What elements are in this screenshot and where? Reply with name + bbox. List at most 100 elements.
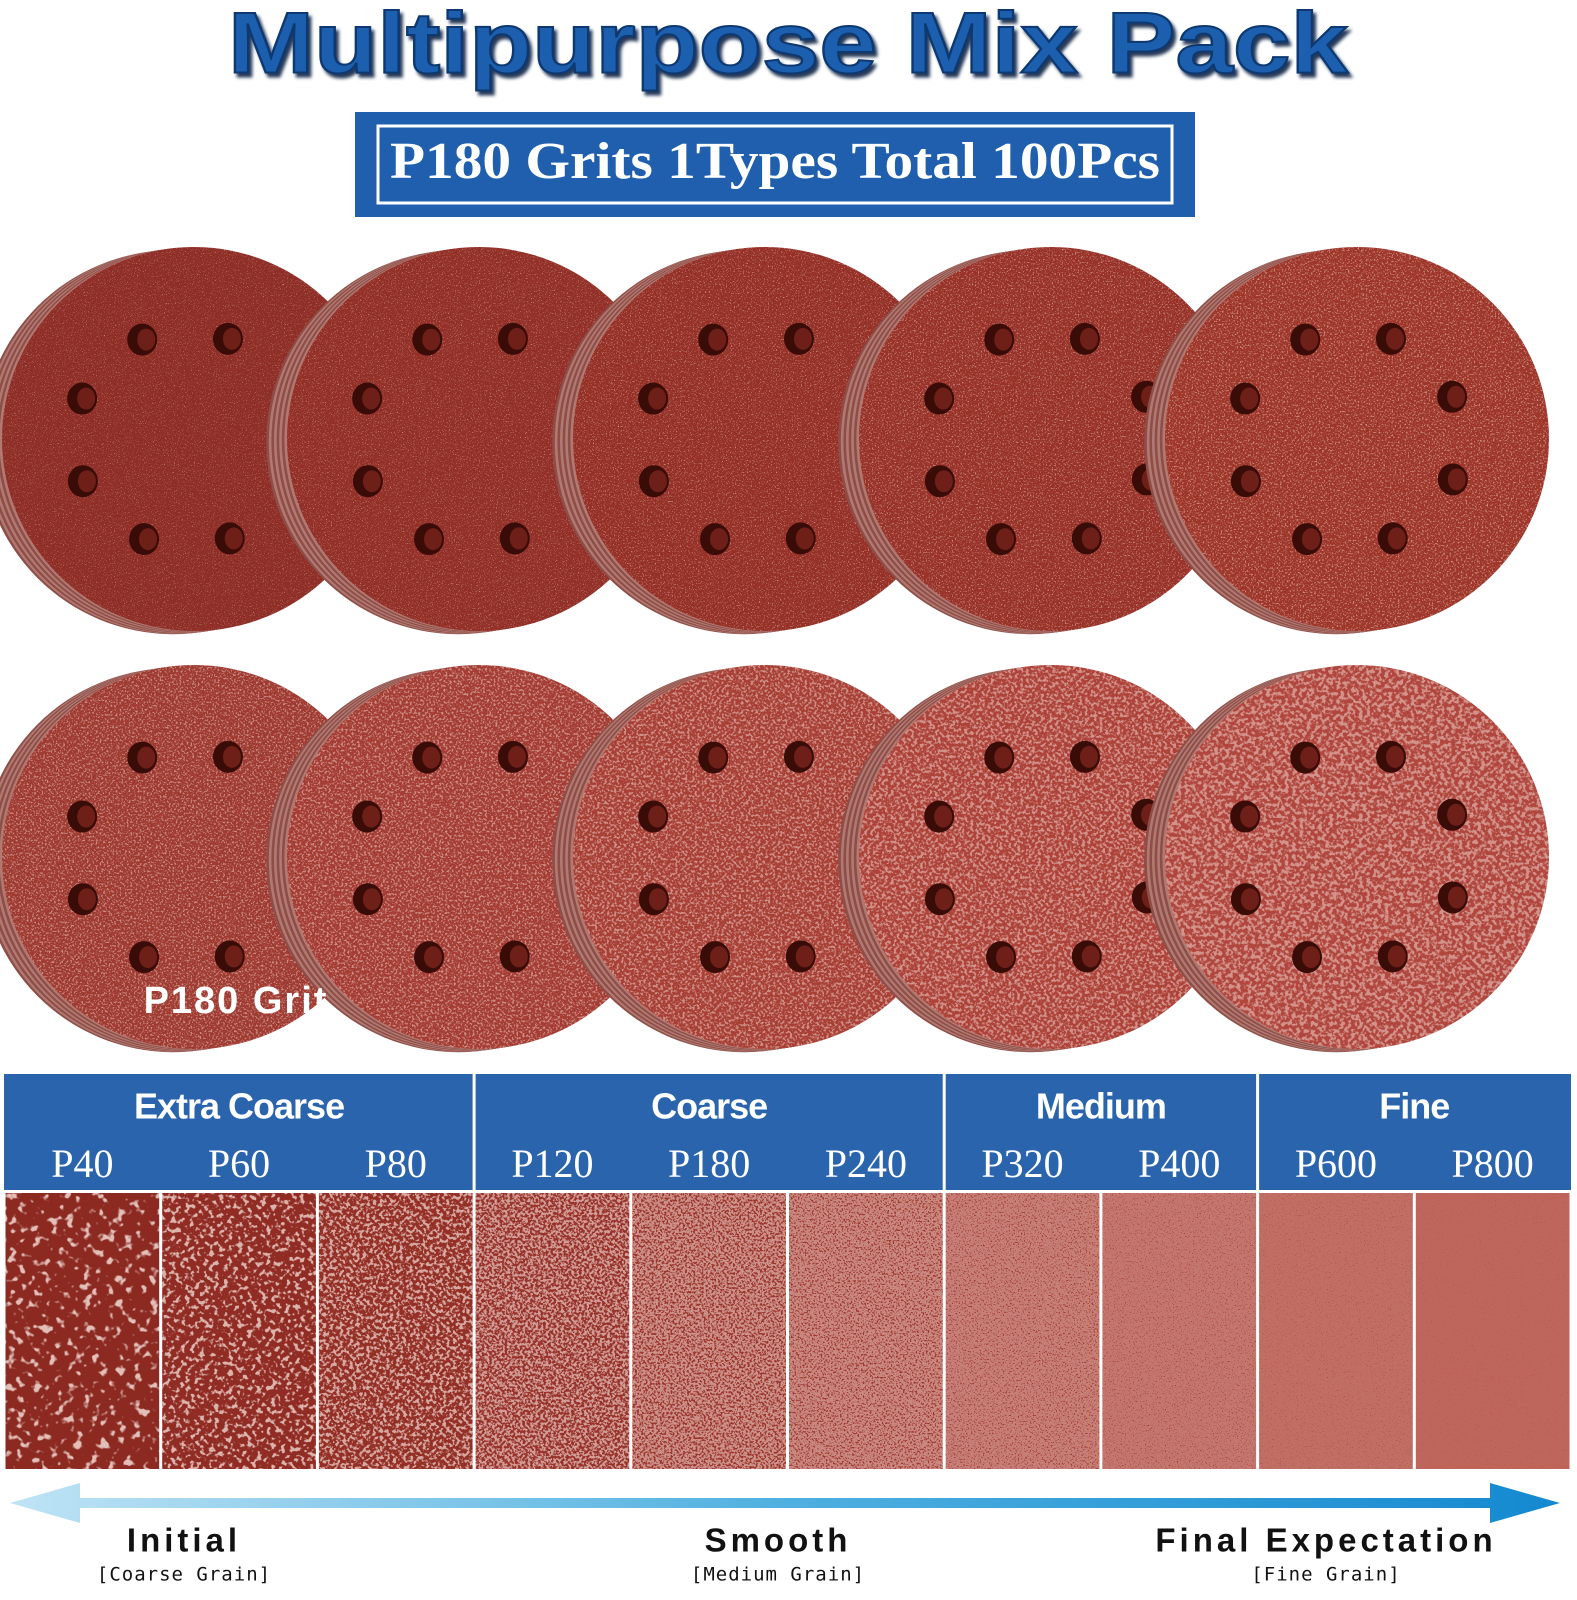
grit-label: P120 xyxy=(511,1141,593,1186)
disc-hole-inner xyxy=(77,470,96,493)
disc-grain xyxy=(1165,665,1549,1049)
disc-label: P180 Grit xyxy=(144,980,329,1022)
disc-hole-inner xyxy=(648,888,667,911)
grain-scale: Initial [Coarse Grain] Smooth [Medium Grain… xyxy=(10,1483,1560,1586)
group-name: Medium xyxy=(1036,1086,1166,1127)
disc-hole-inner xyxy=(708,328,727,351)
disc-hole-inner xyxy=(1079,745,1098,768)
group-name: Fine xyxy=(1379,1086,1449,1127)
table-header xyxy=(4,1074,1571,1190)
disc-hole-inner xyxy=(77,805,96,828)
grit-texture xyxy=(789,1193,943,1469)
disc-hole-inner xyxy=(648,805,667,828)
disc-hole-inner xyxy=(994,328,1013,351)
disc-hole-inner xyxy=(710,946,729,969)
disc-hole-inner xyxy=(422,328,441,351)
disc-hole-inner xyxy=(1447,468,1466,491)
disc-hole-inner xyxy=(1302,946,1321,969)
disc-hole-inner xyxy=(422,746,441,769)
grit-label: P240 xyxy=(825,1141,907,1186)
disc-hole-inner xyxy=(362,805,381,828)
title: Multipurpose Mix Pack xyxy=(228,0,1348,92)
disc-hole-inner xyxy=(648,387,667,410)
disc-hole-inner xyxy=(1079,327,1098,350)
disc-hole-inner xyxy=(222,327,241,350)
disc-hole-inner xyxy=(1385,745,1404,768)
disc-hole-inner xyxy=(708,746,727,769)
group-name: Extra Coarse xyxy=(134,1086,344,1127)
disc-hole-inner xyxy=(137,746,156,769)
scale-label: Initial xyxy=(127,1522,241,1559)
disc-hole-inner xyxy=(1447,803,1466,826)
disc-hole-inner xyxy=(1240,805,1259,828)
disc-hole-inner xyxy=(1081,527,1100,550)
scale-label: Smooth xyxy=(705,1522,852,1559)
grit-label: P400 xyxy=(1138,1141,1220,1186)
disc-hole-inner xyxy=(996,946,1015,969)
disc-hole-inner xyxy=(795,527,814,550)
disc-hole-inner xyxy=(793,745,812,768)
grit-label: P800 xyxy=(1452,1141,1534,1186)
disc-hole-inner xyxy=(1300,328,1319,351)
disc-hole-inner xyxy=(710,528,729,551)
group-name: Coarse xyxy=(651,1086,767,1127)
disc-hole-inner xyxy=(362,387,381,410)
disc-hole-inner xyxy=(424,946,443,969)
disc-hole-inner xyxy=(362,888,381,911)
disc-hole-inner xyxy=(1385,327,1404,350)
disc-hole-inner xyxy=(934,470,953,493)
disc-hole-inner xyxy=(1387,945,1406,968)
disc-hole-inner xyxy=(1300,746,1319,769)
disc-hole-inner xyxy=(137,328,156,351)
disc-hole-inner xyxy=(934,387,953,410)
grit-texture xyxy=(162,1193,316,1469)
grit-texture xyxy=(945,1193,1100,1469)
grit-label: P60 xyxy=(208,1141,270,1186)
disc-hole-inner xyxy=(77,387,96,410)
disc-hole-inner xyxy=(1081,945,1100,968)
disc-hole-inner xyxy=(793,327,812,350)
grit-texture xyxy=(475,1193,630,1469)
grit-label: P180 xyxy=(668,1141,750,1186)
disc-hole-inner xyxy=(1302,528,1321,551)
scale-note: [Coarse Grain] xyxy=(97,1564,271,1586)
disc-hole-inner xyxy=(648,470,667,493)
grit-texture xyxy=(5,1193,160,1469)
disc-hole-inner xyxy=(224,945,243,968)
disc-hole-inner xyxy=(362,470,381,493)
subtitle-border xyxy=(376,124,1174,205)
disc-hole-inner xyxy=(1240,387,1259,410)
disc-hole-inner xyxy=(139,528,158,551)
disc-hole-inner xyxy=(934,805,953,828)
disc-hole-inner xyxy=(77,888,96,911)
disc-hole-inner xyxy=(139,946,158,969)
disc-hole-inner xyxy=(795,945,814,968)
disc-hole-inner xyxy=(1447,886,1466,909)
disc-hole-inner xyxy=(507,327,526,350)
grit-label: P40 xyxy=(51,1141,113,1186)
grit-texture xyxy=(318,1193,473,1469)
grit-label: P80 xyxy=(365,1141,427,1186)
disc-hole-inner xyxy=(222,745,241,768)
disc-hole-inner xyxy=(934,888,953,911)
grit-texture xyxy=(1102,1193,1257,1469)
scale-label: Final Expectation xyxy=(1155,1522,1496,1559)
grit-label: P600 xyxy=(1295,1141,1377,1186)
subtitle-box xyxy=(355,112,1195,217)
disc-hole-inner xyxy=(1240,470,1259,493)
disc-hole-inner xyxy=(507,745,526,768)
discs: P180 Grit xyxy=(0,247,1549,1053)
disc-hole-inner xyxy=(996,528,1015,551)
scale-note: [Fine Grain] xyxy=(1251,1564,1400,1586)
grit-label: P320 xyxy=(981,1141,1063,1186)
grit-texture xyxy=(1259,1193,1413,1469)
disc-hole-inner xyxy=(994,746,1013,769)
scale-note: [Medium Grain] xyxy=(691,1564,865,1586)
disc-hole-inner xyxy=(509,945,528,968)
grit-texture xyxy=(632,1193,786,1469)
disc-hole-inner xyxy=(1447,385,1466,408)
disc-hole-inner xyxy=(1387,527,1406,550)
subtitle: P180 Grits 1Types Total 100Pcs xyxy=(390,133,1160,190)
